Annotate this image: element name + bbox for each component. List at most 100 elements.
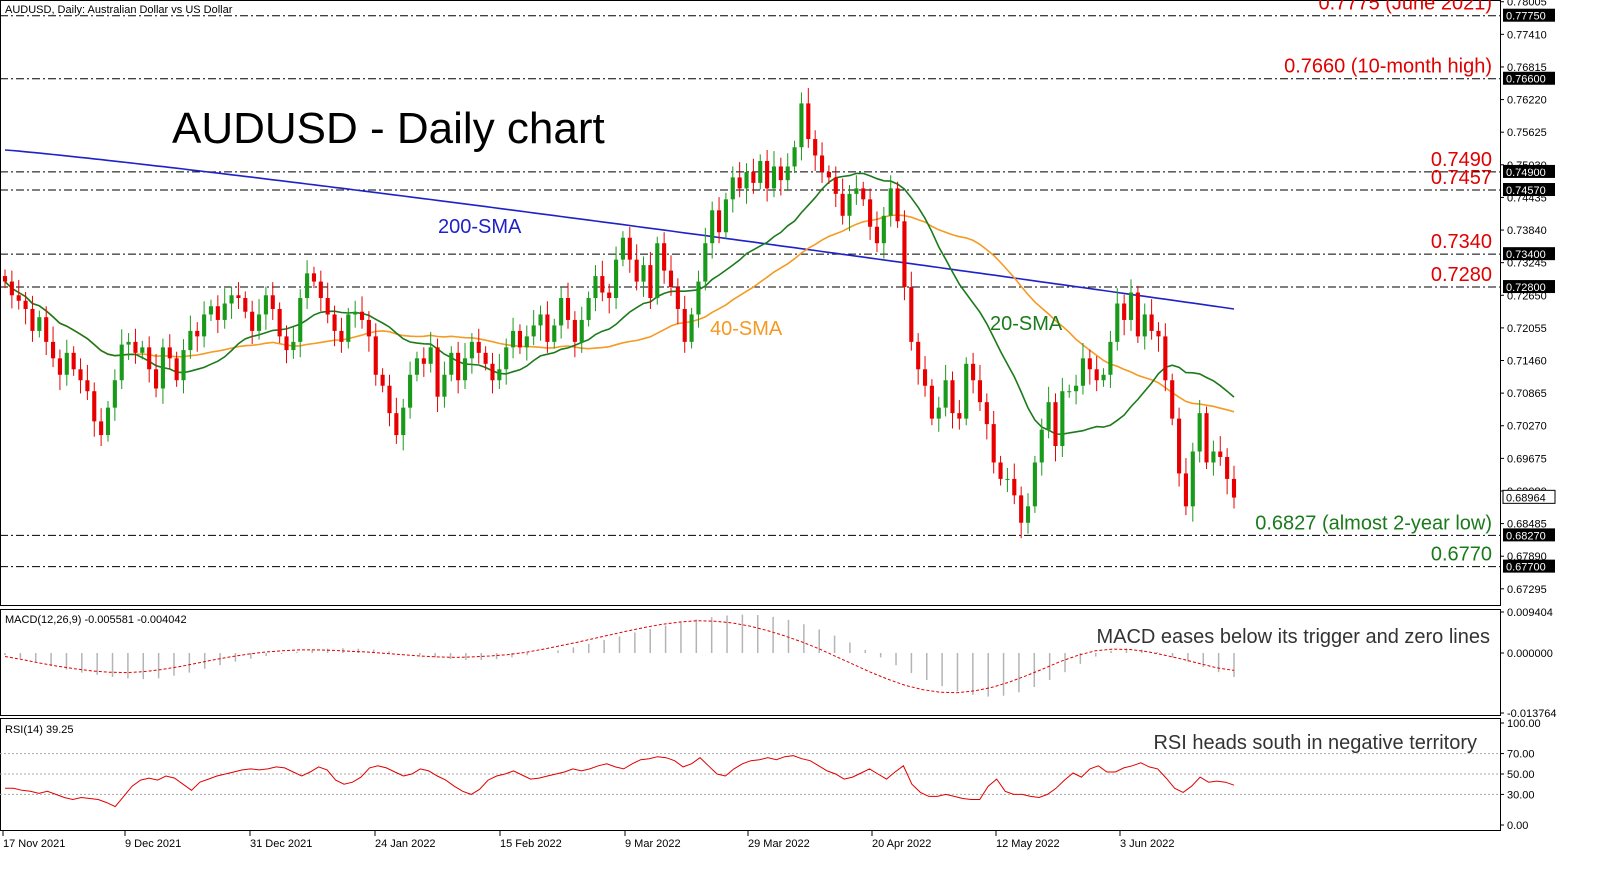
candle-body — [1197, 413, 1202, 452]
candle-body — [284, 336, 289, 351]
price-tick-label: 0.69675 — [1507, 453, 1547, 465]
price-tick-label: 0.75625 — [1507, 127, 1547, 139]
candle-body — [1039, 429, 1044, 463]
sma40-label: 40-SMA — [710, 318, 783, 340]
candle-body — [737, 177, 742, 189]
candle-body — [373, 336, 378, 375]
candle-body — [662, 243, 667, 271]
candle-body — [861, 188, 866, 200]
candle-body — [648, 265, 653, 299]
candle-body — [1067, 391, 1072, 393]
time-axis: 17 Nov 2021 9 Dec 2021 31 Dec 2021 24 Jan 2… — [2, 831, 1174, 850]
candle-body — [929, 385, 934, 419]
candle-body — [655, 243, 660, 299]
candle-body — [751, 171, 756, 183]
candle-body — [133, 341, 138, 353]
level-tag-text: 0.74570 — [1506, 185, 1546, 197]
candle-body — [2, 276, 8, 282]
candle-body — [256, 314, 262, 331]
candle-body — [305, 273, 310, 299]
candle-body — [730, 177, 735, 200]
candle-body — [92, 391, 97, 422]
candle-body — [57, 358, 62, 375]
price-tick-label: 0.72055 — [1507, 323, 1547, 335]
candle-body — [559, 298, 564, 326]
candle-body — [140, 347, 145, 353]
time-tick-label: 15 Feb 2022 — [500, 838, 562, 850]
candle-body — [71, 352, 76, 370]
candle-body — [868, 199, 873, 227]
candle-body — [806, 103, 811, 140]
candle-body — [881, 215, 886, 244]
candle-body — [758, 160, 763, 183]
level-label: 0.7457 — [1431, 167, 1492, 189]
candle-body — [64, 352, 69, 375]
candle-body — [1025, 506, 1031, 523]
candle-body — [895, 188, 900, 222]
candle-body — [9, 281, 14, 296]
candle-body — [696, 281, 701, 315]
candle-body — [394, 413, 399, 436]
candle-body — [202, 314, 207, 337]
level-tag-text: 0.74900 — [1506, 167, 1546, 179]
candle-body — [353, 311, 358, 315]
candle-body — [1019, 495, 1024, 523]
candle-body — [119, 344, 124, 381]
level-tag-text: 0.77750 — [1506, 11, 1546, 23]
candle-body — [511, 330, 516, 348]
level-lines: 0.7775 (June 2021) 0.77750 0.7660 (10-mont… — [0, 0, 1555, 574]
candle-body — [1032, 462, 1037, 507]
candle-body — [977, 380, 983, 403]
candle-body — [1074, 385, 1079, 392]
candle-body — [627, 237, 632, 260]
level-tag — [1503, 8, 1555, 22]
candle-body — [1156, 330, 1161, 337]
candle-body — [819, 155, 825, 172]
candle-body — [414, 358, 420, 375]
candlesticks — [2, 88, 1237, 539]
candle-body — [174, 358, 179, 381]
time-tick-label: 24 Jan 2022 — [375, 838, 436, 850]
candle-body — [1177, 418, 1182, 474]
time-tick-label: 12 May 2022 — [996, 838, 1060, 850]
current-price-label: 0.68964 — [1506, 492, 1546, 504]
candle-body — [37, 317, 42, 331]
rsi-plot: 100.00 70.00 50.00 30.00 0.00 — [0, 718, 1541, 832]
candle-body — [765, 160, 770, 189]
candle-body — [401, 407, 406, 436]
candle-body — [311, 273, 317, 282]
moving-averages — [4, 149, 1235, 436]
candle-body — [153, 369, 159, 389]
candle-body — [723, 199, 728, 233]
rsi-line — [5, 755, 1235, 808]
level-label: 0.7490 — [1431, 149, 1492, 171]
rsi-tick-label: 100.00 — [1507, 718, 1541, 730]
level-tag-text: 0.72800 — [1506, 282, 1546, 294]
candle-body — [668, 270, 674, 288]
candle-body — [909, 287, 914, 342]
candle-body — [147, 347, 152, 370]
candle-body — [1080, 358, 1086, 386]
level-tag — [1503, 559, 1555, 573]
rsi-tick-label: 0.00 — [1507, 820, 1528, 832]
candle-body — [222, 303, 227, 320]
candle-body — [298, 298, 303, 342]
level-label: 0.6827 (almost 2-year low) — [1255, 512, 1492, 534]
candle-body — [51, 341, 56, 359]
candle-body — [991, 424, 996, 463]
level-tag — [1503, 280, 1555, 294]
candle-body — [922, 369, 928, 386]
candle-body — [971, 363, 976, 381]
candle-body — [1190, 451, 1195, 507]
candle-body — [641, 265, 646, 282]
candle-body — [449, 352, 454, 375]
price-axis: 0.78005 0.77410 0.76815 0.76220 0.75625 0.750… — [1500, 0, 1556, 596]
price-tick-label: 0.77410 — [1507, 29, 1547, 41]
candle-body — [408, 374, 413, 408]
candle-body — [957, 413, 962, 419]
candle-body — [847, 193, 852, 216]
candle-body — [1122, 303, 1127, 320]
candle-body — [263, 295, 268, 315]
sma40-line — [4, 214, 1235, 413]
